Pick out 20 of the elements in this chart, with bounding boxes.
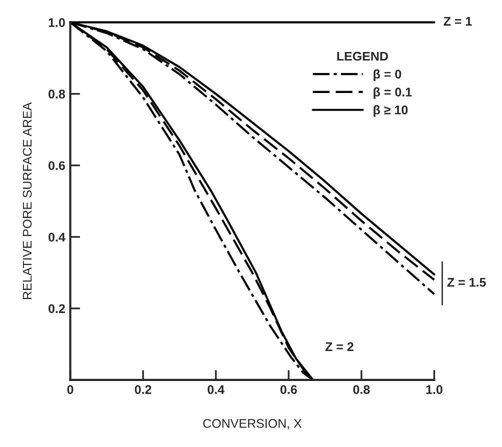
x-tick-label: 0.4 bbox=[208, 385, 224, 394]
y-tick-label: 0.4 bbox=[48, 232, 66, 242]
legend-label: β = 0.1 bbox=[374, 87, 412, 99]
x-tick-label: 0.6 bbox=[280, 385, 297, 394]
text: Z = 1.5 bbox=[447, 278, 486, 287]
x-tick-label: 0.8 bbox=[353, 385, 370, 394]
legend-title: LEGEND bbox=[337, 52, 388, 61]
annotation: Z = 2 bbox=[325, 342, 354, 351]
y-tick-label: 1.0 bbox=[48, 18, 65, 27]
y-tick-label: 0.2 bbox=[48, 304, 65, 314]
legend-label: β = 0 bbox=[374, 69, 402, 82]
x-tick-label: 0 bbox=[67, 385, 74, 394]
text: Z = 1 bbox=[444, 16, 472, 26]
y-tick-label: 0.6 bbox=[48, 161, 65, 170]
x-tick-label: 1.0 bbox=[426, 385, 442, 394]
x-axis-title: CONVERSION, X bbox=[203, 419, 302, 430]
y-axis-title: RELATIVE PORE SURFACE AREA bbox=[22, 102, 32, 300]
x-tick-label: 0.2 bbox=[134, 385, 152, 394]
y-tick-label: 0.8 bbox=[48, 90, 66, 99]
legend-label: β ≥ 10 bbox=[374, 105, 408, 117]
